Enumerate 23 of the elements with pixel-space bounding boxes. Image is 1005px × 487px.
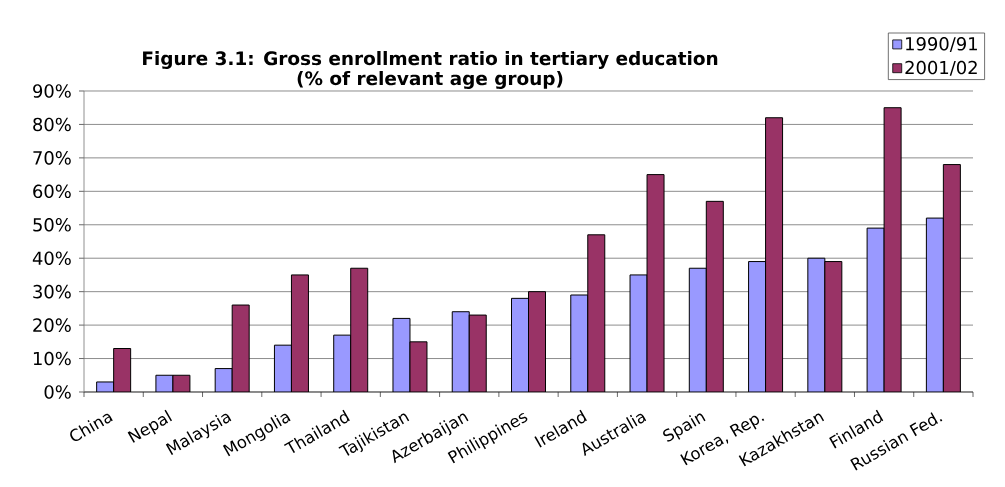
y-tick-label: 40% bbox=[32, 251, 71, 265]
bar bbox=[807, 257, 826, 392]
y-tick-label: 50% bbox=[33, 217, 71, 232]
y-tick-label: 30% bbox=[33, 284, 71, 299]
bar bbox=[273, 344, 292, 392]
legend-label: 2001/02 bbox=[905, 60, 977, 76]
chart-title: Figure 3.1: Gross enrollment ratio in tertiary education bbox=[143, 50, 718, 69]
bar bbox=[570, 294, 589, 392]
bar bbox=[511, 297, 530, 392]
legend-label: 1990/91 bbox=[906, 37, 977, 52]
bar bbox=[333, 334, 352, 392]
bar bbox=[925, 217, 944, 392]
y-tick-label: 10% bbox=[33, 351, 71, 366]
y-tick-label: 0% bbox=[44, 385, 71, 399]
bar bbox=[748, 261, 767, 392]
y-tick-label: 70% bbox=[33, 151, 71, 165]
bar bbox=[451, 311, 470, 392]
y-tick-label: 80% bbox=[33, 117, 71, 132]
y-tick-label: 60% bbox=[33, 184, 71, 199]
chart-subtitle: (% of relevant age group) bbox=[297, 70, 563, 89]
y-tick-label: 90% bbox=[33, 84, 71, 98]
bar bbox=[688, 267, 707, 392]
y-tick-label: 20% bbox=[33, 318, 71, 332]
